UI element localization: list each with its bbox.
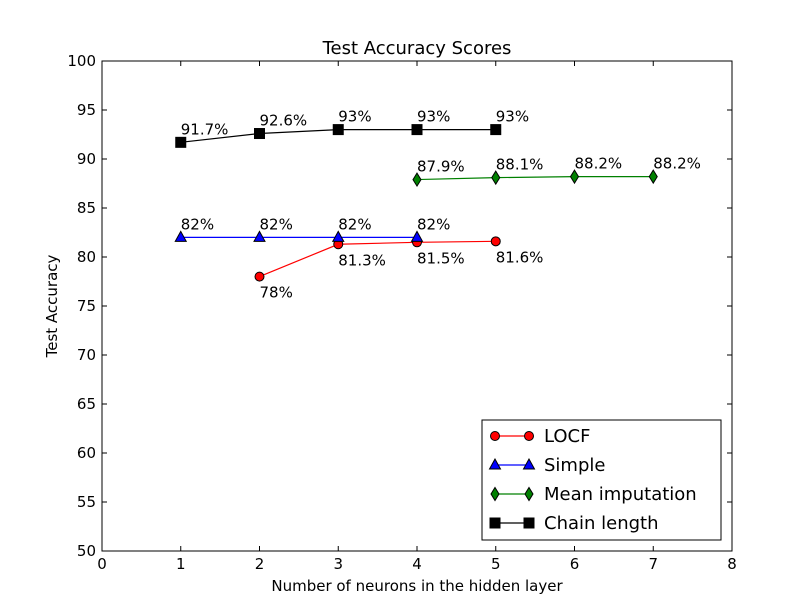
y-tick-label: 100 xyxy=(67,52,96,70)
data-label: 81.6% xyxy=(496,248,544,266)
data-label: 93% xyxy=(496,108,529,126)
y-tick-label: 90 xyxy=(77,150,96,168)
legend-frame xyxy=(481,419,722,541)
data-label: 92.6% xyxy=(260,112,308,130)
data-point xyxy=(412,172,422,188)
x-tick-label: 5 xyxy=(491,555,501,573)
data-label: 91.7% xyxy=(181,120,229,138)
data-label: 88.2% xyxy=(575,155,623,173)
data-point xyxy=(254,271,265,282)
data-label: 82% xyxy=(417,215,450,233)
x-tick-label: 7 xyxy=(648,555,658,573)
legend-marker xyxy=(490,486,500,502)
y-tick-label: 60 xyxy=(77,444,96,462)
data-label: 82% xyxy=(181,215,214,233)
data-point xyxy=(331,230,345,242)
y-tick-label: 55 xyxy=(77,493,96,511)
data-point xyxy=(175,136,187,148)
data-point xyxy=(490,236,501,247)
y-tick-label: 95 xyxy=(77,101,96,119)
series-line xyxy=(259,240,496,278)
data-point xyxy=(490,124,502,136)
x-tick-label: 6 xyxy=(570,555,580,573)
chart-title: Test Accuracy Scores xyxy=(322,38,512,59)
data-point xyxy=(411,124,423,136)
x-tick-label: 4 xyxy=(412,555,422,573)
x-tick-label: 8 xyxy=(727,555,737,573)
x-tick-label: 0 xyxy=(97,555,107,573)
data-point xyxy=(569,169,580,185)
legend-label: Mean imputation xyxy=(544,484,697,505)
series-line xyxy=(416,176,654,181)
y-tick-label: 65 xyxy=(77,395,96,413)
y-tick-label: 80 xyxy=(77,248,96,266)
legend-marker xyxy=(488,457,502,470)
data-label: 81.5% xyxy=(417,249,465,267)
data-label: 82% xyxy=(338,215,371,233)
x-tick-label: 2 xyxy=(255,555,265,573)
data-label: 88.2% xyxy=(653,155,701,173)
y-axis-label: Test Accuracy xyxy=(43,254,61,358)
legend-marker xyxy=(523,517,535,529)
data-label: 88.1% xyxy=(496,156,544,174)
data-label: 81.3% xyxy=(338,251,386,269)
data-label: 78% xyxy=(260,284,293,302)
y-tick-label: 75 xyxy=(77,297,96,315)
legend-marker xyxy=(524,486,534,502)
data-label: 93% xyxy=(338,108,371,126)
data-point xyxy=(491,170,501,186)
y-tick-label: 85 xyxy=(77,199,96,217)
x-tick-label: 3 xyxy=(333,555,343,573)
data-point xyxy=(410,230,424,242)
y-tick-label: 50 xyxy=(77,542,96,560)
legend: LOCF Simple Mean imputation Chain length xyxy=(481,419,722,541)
data-point xyxy=(648,169,658,185)
data-label: 93% xyxy=(417,108,450,126)
data-point xyxy=(254,128,265,140)
legend-marker xyxy=(524,431,534,441)
data-label: 82% xyxy=(260,215,293,233)
y-tick-label: 70 xyxy=(77,346,96,364)
data-point xyxy=(253,230,266,242)
legend-marker xyxy=(489,517,501,529)
plot-area: 0 1 2 3 4 5 6 7 8 50 55 60 65 70 75 80 85 90 95 100 78% 81.3%… xyxy=(67,52,736,573)
legend-marker xyxy=(490,431,500,441)
x-tick-label: 1 xyxy=(176,555,186,573)
legend-label: Simple xyxy=(544,455,605,476)
data-label: 87.9% xyxy=(417,158,465,176)
legend-marker xyxy=(522,457,536,470)
legend-label: Chain length xyxy=(544,513,659,534)
x-axis-label: Number of neurons in the hidden layer xyxy=(271,577,563,595)
data-point xyxy=(332,124,344,136)
data-point xyxy=(174,230,188,242)
legend-label: LOCF xyxy=(544,426,590,447)
